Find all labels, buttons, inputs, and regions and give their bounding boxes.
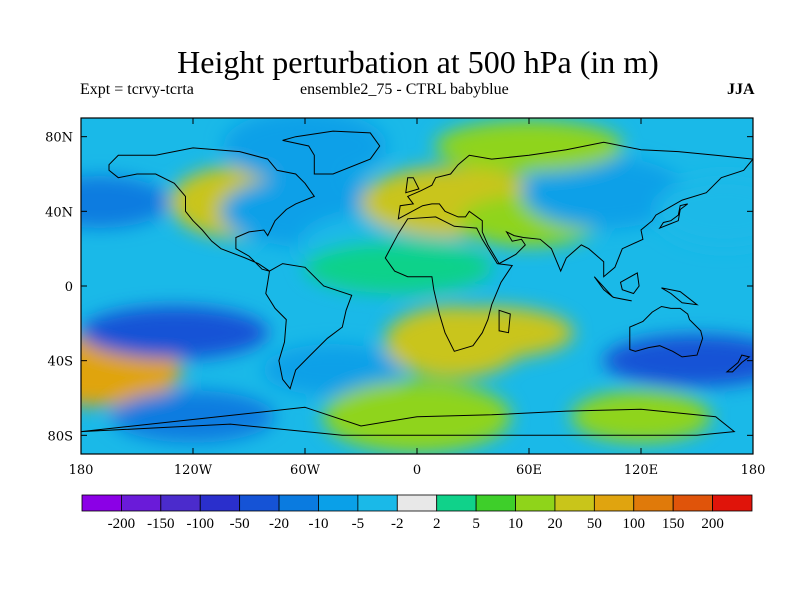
x-tick-label: 120W — [174, 463, 213, 478]
colorbar-swatch — [278, 494, 319, 512]
colorbar-label: -10 — [308, 516, 328, 532]
colorbar-label: -50 — [230, 516, 250, 532]
colorbar-swatch — [554, 494, 595, 512]
coastline — [498, 309, 511, 334]
colorbar-label: 10 — [508, 516, 523, 532]
coastline — [612, 296, 632, 302]
experiment-label: Expt = tcrvy-tcrta — [80, 81, 194, 98]
colorbar-swatch — [475, 494, 516, 512]
coastlines — [81, 130, 753, 436]
colorbar-swatch — [239, 494, 280, 512]
coastline — [619, 272, 640, 295]
anomaly-center — [81, 176, 170, 228]
colorbar-label: 5 — [472, 516, 480, 532]
anomaly-center — [223, 118, 387, 182]
anomaly-center — [435, 120, 623, 172]
season-label: JJA — [727, 81, 755, 98]
y-tick-label: 40N — [45, 205, 73, 220]
colorbar-swatch — [633, 494, 674, 512]
coastline — [397, 141, 753, 278]
x-tick-label: 0 — [413, 463, 421, 478]
coastline — [265, 263, 353, 390]
colorbar-label: -150 — [147, 516, 175, 532]
colorbar-swatch — [318, 494, 359, 512]
colorbar-label: -20 — [269, 516, 289, 532]
colorbar-swatch — [436, 494, 477, 512]
x-tick-label: 60W — [290, 463, 321, 478]
anomaly-center — [655, 175, 753, 248]
anomaly-center — [263, 344, 403, 396]
anomaly-center — [304, 241, 493, 294]
colorbar-swatch — [199, 494, 241, 512]
colorbar-swatch — [712, 494, 753, 512]
coastline — [593, 276, 614, 298]
anomaly-center — [81, 306, 269, 359]
colorbar-label: -2 — [391, 516, 404, 532]
colorbar-label: -5 — [352, 516, 365, 532]
y-tick-label: 80N — [45, 131, 73, 146]
y-tick-label: 80S — [48, 429, 73, 444]
colorbar-label: 20 — [547, 516, 562, 532]
y-tick-label: 0 — [65, 280, 73, 295]
anomaly-center — [603, 334, 753, 387]
ensemble-label: ensemble2_75 - CTRL babyblue — [300, 81, 509, 98]
x-axis: 180 120W 60W 0 60E 120E 180 — [69, 118, 766, 478]
colorbar-swatch — [160, 494, 201, 512]
colorbar-label: 200 — [701, 516, 724, 532]
x-tick-label: 60E — [516, 463, 542, 478]
anomaly-center — [111, 390, 275, 443]
colorbar-label: -200 — [108, 516, 136, 532]
colorbar: -200 -150 -100 -50 -20 -10 -5 -2 2 5 10 20 50 100 150 2… — [81, 494, 753, 532]
x-tick-label: 180 — [69, 463, 94, 478]
x-tick-label: 180 — [741, 463, 766, 478]
colorbar-swatch — [672, 494, 713, 512]
chart-title: Height perturbation at 500 hPa (in m) — [177, 44, 659, 80]
coastline — [661, 287, 699, 306]
coastline — [81, 406, 736, 436]
colorbar-swatch — [121, 494, 162, 512]
colorbar-swatch — [515, 494, 556, 512]
colorbar-swatch — [81, 494, 122, 512]
colorbar-label: -100 — [186, 516, 214, 532]
colorbar-swatch — [396, 494, 438, 512]
colorbar-swatch — [593, 494, 635, 512]
colorbar-swatch — [357, 494, 398, 512]
coastline — [405, 177, 420, 194]
coastline — [658, 203, 688, 230]
height-field — [81, 118, 753, 454]
colorbar-label: 150 — [662, 516, 685, 532]
coastline — [725, 354, 751, 373]
colorbar-label: 50 — [587, 516, 602, 532]
y-axis: 80N 40N 0 40S 80S — [45, 131, 753, 444]
x-tick-label: 120E — [624, 463, 658, 478]
colorbar-label: 100 — [623, 516, 646, 532]
coastline — [629, 305, 704, 358]
coastline — [108, 147, 316, 272]
anomaly-center — [409, 306, 574, 359]
anomaly-center — [521, 156, 686, 229]
coastline — [384, 216, 514, 352]
y-tick-label: 40S — [48, 355, 73, 370]
anomaly-center — [571, 390, 711, 443]
colorbar-label: 2 — [433, 516, 441, 532]
coastline — [282, 130, 381, 175]
